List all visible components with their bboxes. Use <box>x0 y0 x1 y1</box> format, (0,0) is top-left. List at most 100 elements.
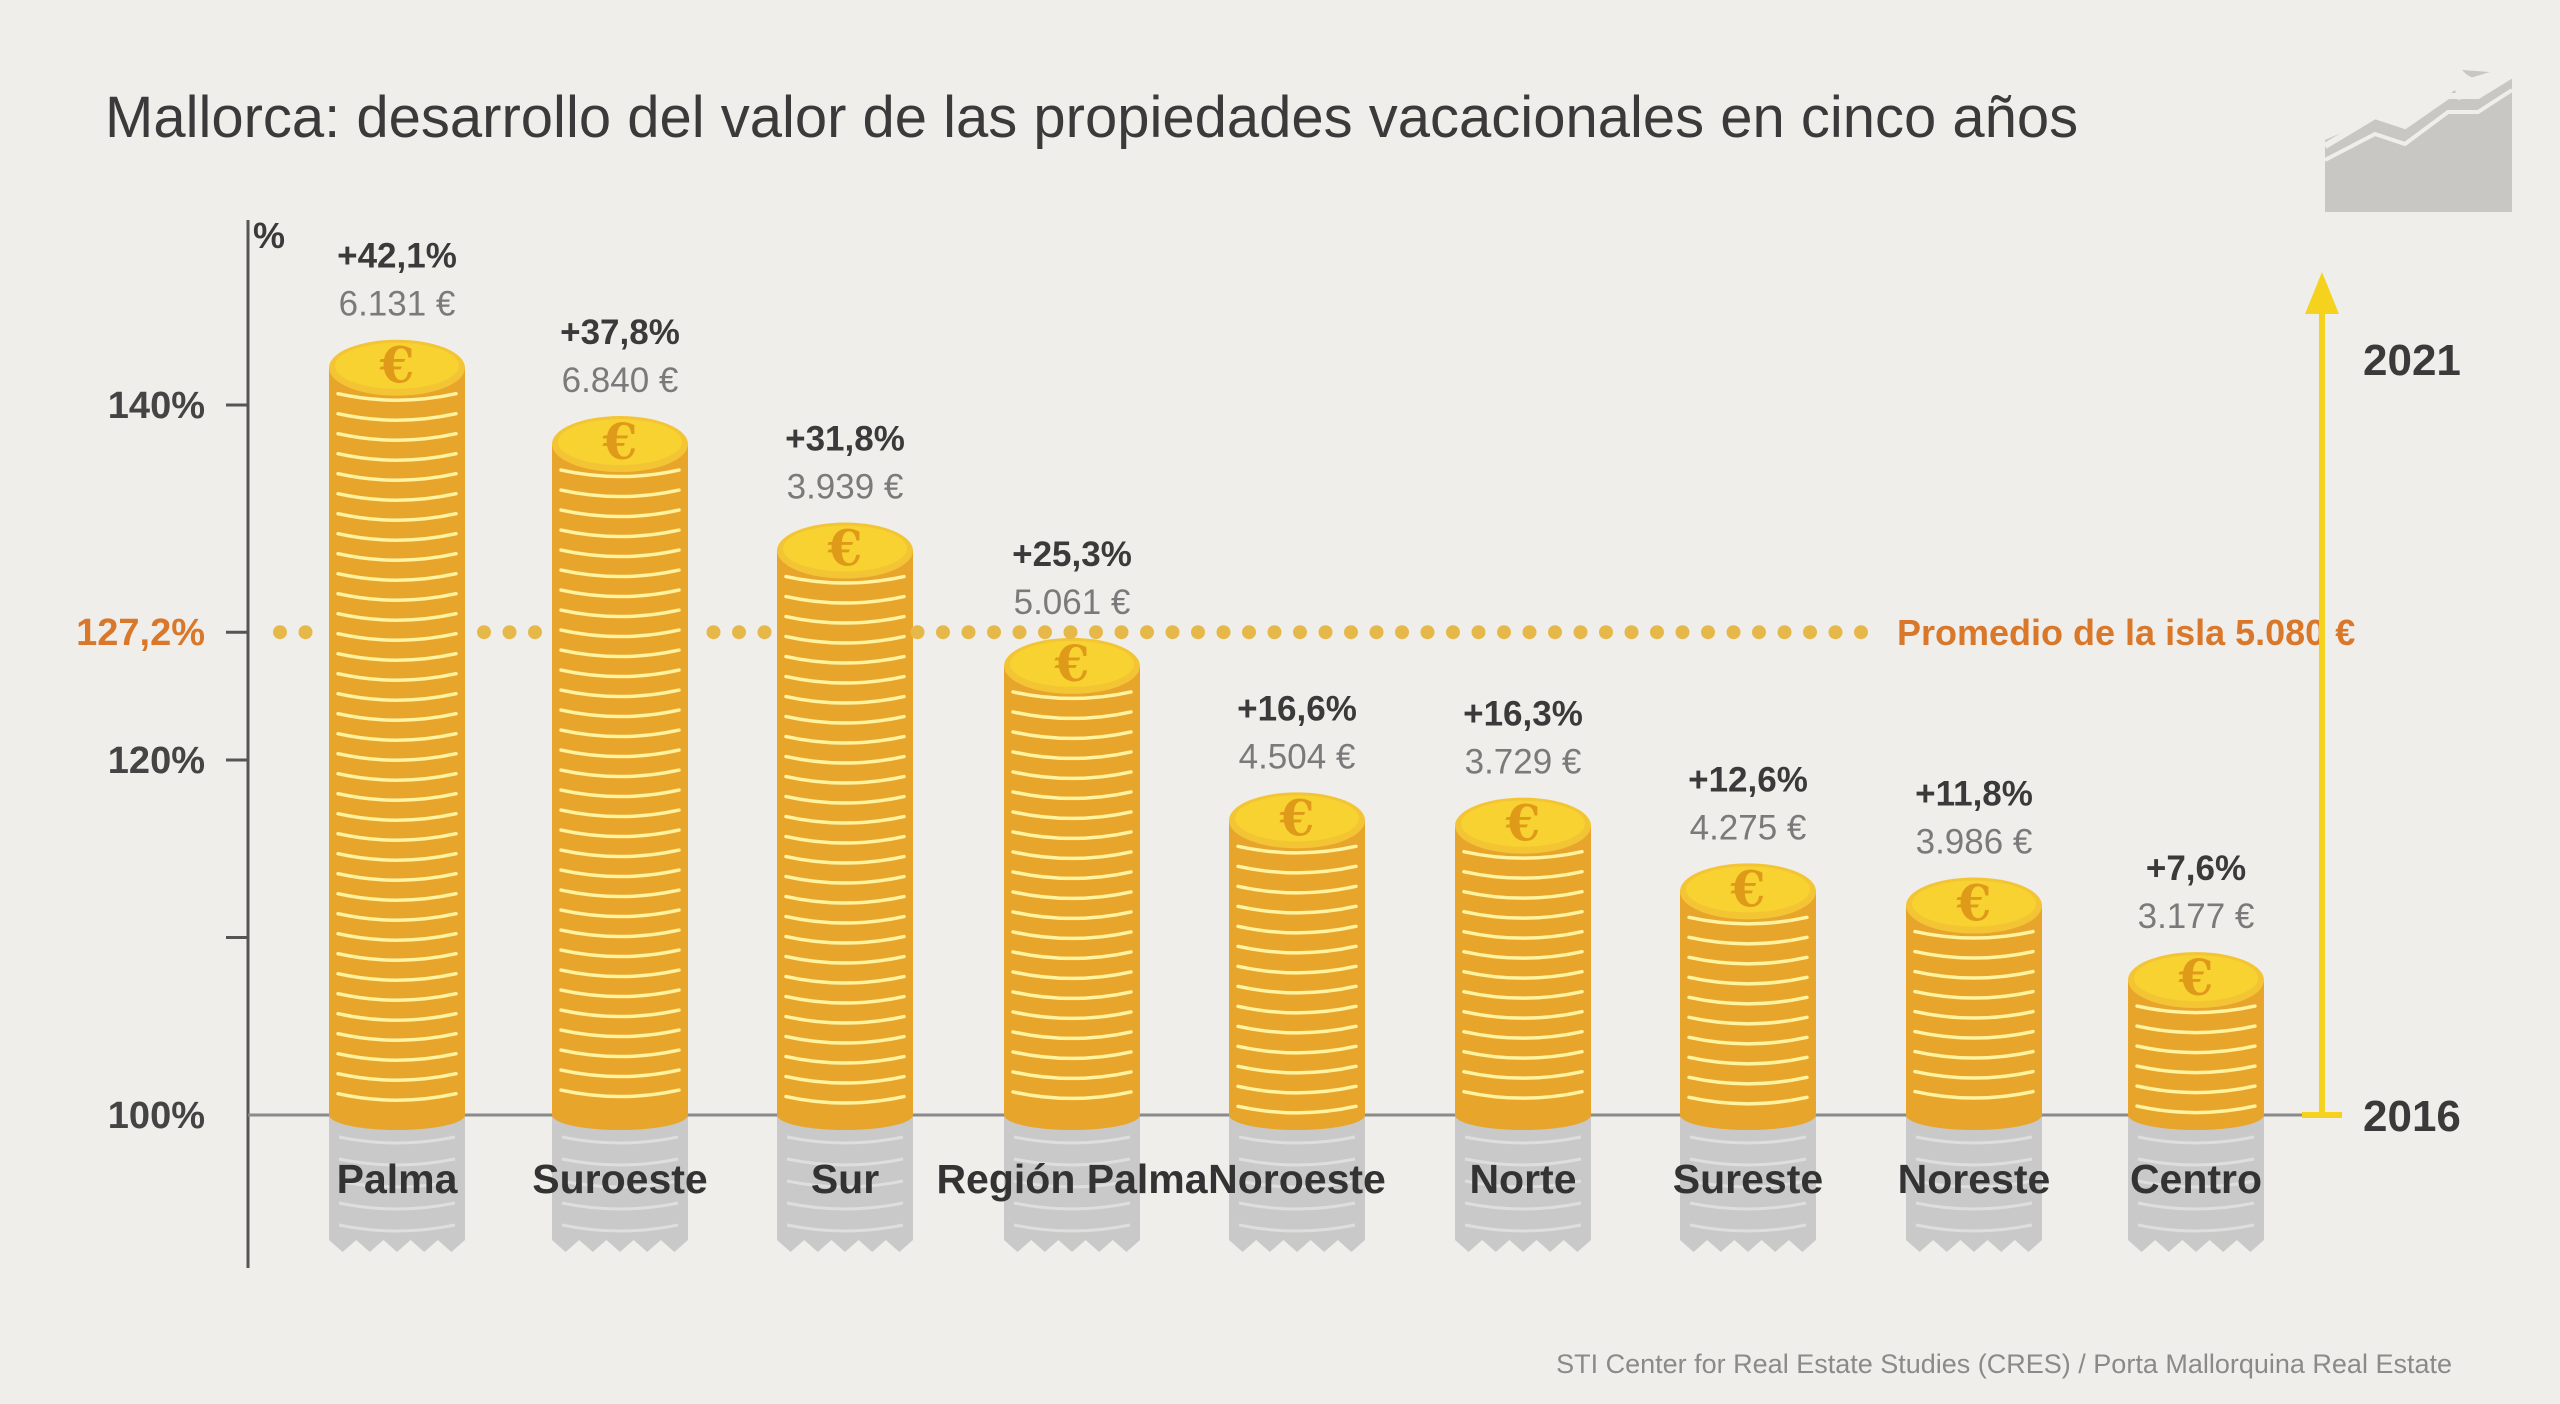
average-dot <box>502 625 517 640</box>
average-dot <box>1216 625 1231 640</box>
bar-noreste: € <box>1906 874 2042 1130</box>
bar-region-palma: € <box>1004 634 1140 1130</box>
average-dot <box>1344 625 1358 640</box>
category-label: Noreste <box>1898 1156 2051 1202</box>
base-coin-stack <box>1455 1115 1591 1252</box>
average-dot <box>1624 625 1639 640</box>
bar-norte: € <box>1455 794 1591 1130</box>
price-label: 3.177 € <box>2138 897 2255 936</box>
average-dot <box>1038 625 1052 640</box>
average-dot <box>1165 625 1180 640</box>
category-label: Sur <box>811 1156 879 1202</box>
average-dot <box>528 625 542 640</box>
base-coin-stack <box>329 1115 465 1252</box>
change-label: +25,3% <box>1012 535 1132 574</box>
bar-palma: € <box>329 336 465 1131</box>
average-label: Promedio de la isla 5.080 € <box>1897 612 2355 653</box>
average-dot <box>1497 625 1511 640</box>
data-labels: +42,1% 6.131 € Palma +37,8% 6.840 € Suroeste +… <box>337 237 2262 1202</box>
euro-icon: € <box>1730 859 1766 918</box>
y-tick-label-100: 100% <box>108 1095 205 1137</box>
average-dot <box>936 625 950 640</box>
base-coin-stack <box>1906 1115 2042 1252</box>
base-coin-stack <box>777 1115 913 1252</box>
price-label: 6.131 € <box>339 285 456 324</box>
year-end-label: 2021 <box>2363 336 2461 385</box>
euro-icon: € <box>1279 788 1315 847</box>
change-label: +37,8% <box>560 313 680 352</box>
base-coin-stack <box>1004 1115 1140 1252</box>
average-dot <box>757 625 772 640</box>
euro-icon: € <box>827 519 863 578</box>
average-dot <box>1803 625 1817 640</box>
price-label: 3.939 € <box>787 468 904 507</box>
average-dot <box>1012 625 1027 640</box>
change-label: +16,6% <box>1237 689 1357 728</box>
average-dot <box>1548 625 1562 640</box>
euro-icon: € <box>2178 948 2214 1007</box>
euro-icon: € <box>1505 794 1541 853</box>
average-dot <box>1140 625 1154 640</box>
average-dot <box>987 625 1001 640</box>
change-label: +31,8% <box>785 420 905 459</box>
average-dot <box>1752 625 1766 640</box>
average-dot <box>273 625 287 640</box>
price-label: 6.840 € <box>562 361 679 400</box>
average-dot <box>1089 625 1103 640</box>
average-dot <box>961 625 976 640</box>
category-label: Región Palma <box>936 1156 1208 1202</box>
y-tick-label-average: 127,2% <box>76 612 205 654</box>
bar-sureste: € <box>1680 859 1816 1130</box>
y-axis-unit: % <box>253 215 285 256</box>
average-dot <box>1726 625 1741 640</box>
chart-title: Mallorca: desarrollo del valor de las pr… <box>105 85 2078 150</box>
category-label: Centro <box>2130 1156 2262 1202</box>
category-label: Norte <box>1469 1156 1576 1202</box>
base-coin-stack <box>552 1115 688 1252</box>
year-start-label: 2016 <box>2363 1092 2461 1141</box>
average-dot <box>1573 625 1588 640</box>
y-tick-label-120: 120% <box>108 740 205 782</box>
change-label: +7,6% <box>2146 849 2246 888</box>
average-dot <box>1522 625 1537 640</box>
average-dot <box>1599 625 1613 640</box>
base-coin-stack <box>2128 1115 2264 1252</box>
average-dot <box>1854 625 1868 640</box>
base-coin-stack <box>1229 1115 1365 1252</box>
average-dot <box>1675 625 1690 640</box>
average-dot <box>1191 625 1205 640</box>
time-arrow <box>2302 272 2342 1118</box>
euro-icon: € <box>379 336 415 395</box>
average-dot <box>1395 625 1409 640</box>
average-dot <box>298 625 313 640</box>
average-dot <box>1242 625 1256 640</box>
bar-centro: € <box>2128 948 2264 1130</box>
average-line <box>273 625 1868 640</box>
average-dot <box>1318 625 1333 640</box>
average-dot <box>1369 625 1384 640</box>
y-tick-label-140: 140% <box>108 385 205 427</box>
price-label: 4.275 € <box>1690 808 1807 847</box>
bar-suroeste: € <box>552 412 688 1130</box>
category-label: Noroeste <box>1208 1156 1386 1202</box>
price-label: 4.504 € <box>1239 737 1356 776</box>
change-label: +12,6% <box>1688 760 1808 799</box>
average-dot <box>732 625 746 640</box>
average-dot <box>706 625 721 640</box>
average-dot <box>1650 625 1664 640</box>
change-label: +42,1% <box>337 237 457 276</box>
change-label: +11,8% <box>1915 775 2033 814</box>
price-label: 3.729 € <box>1465 743 1582 782</box>
average-dot <box>477 625 491 640</box>
category-label: Palma <box>337 1156 459 1202</box>
price-label: 5.061 € <box>1014 583 1131 622</box>
average-dot <box>1267 625 1282 640</box>
y-axis: % 140% 120% 100% 127,2% <box>76 215 285 1268</box>
trend-chart-icon <box>2323 70 2516 212</box>
euro-icon: € <box>1956 874 1992 933</box>
category-label: Suroeste <box>532 1156 707 1202</box>
euro-icon: € <box>1054 634 1090 693</box>
average-dot <box>1701 625 1715 640</box>
average-dot <box>1420 625 1435 640</box>
